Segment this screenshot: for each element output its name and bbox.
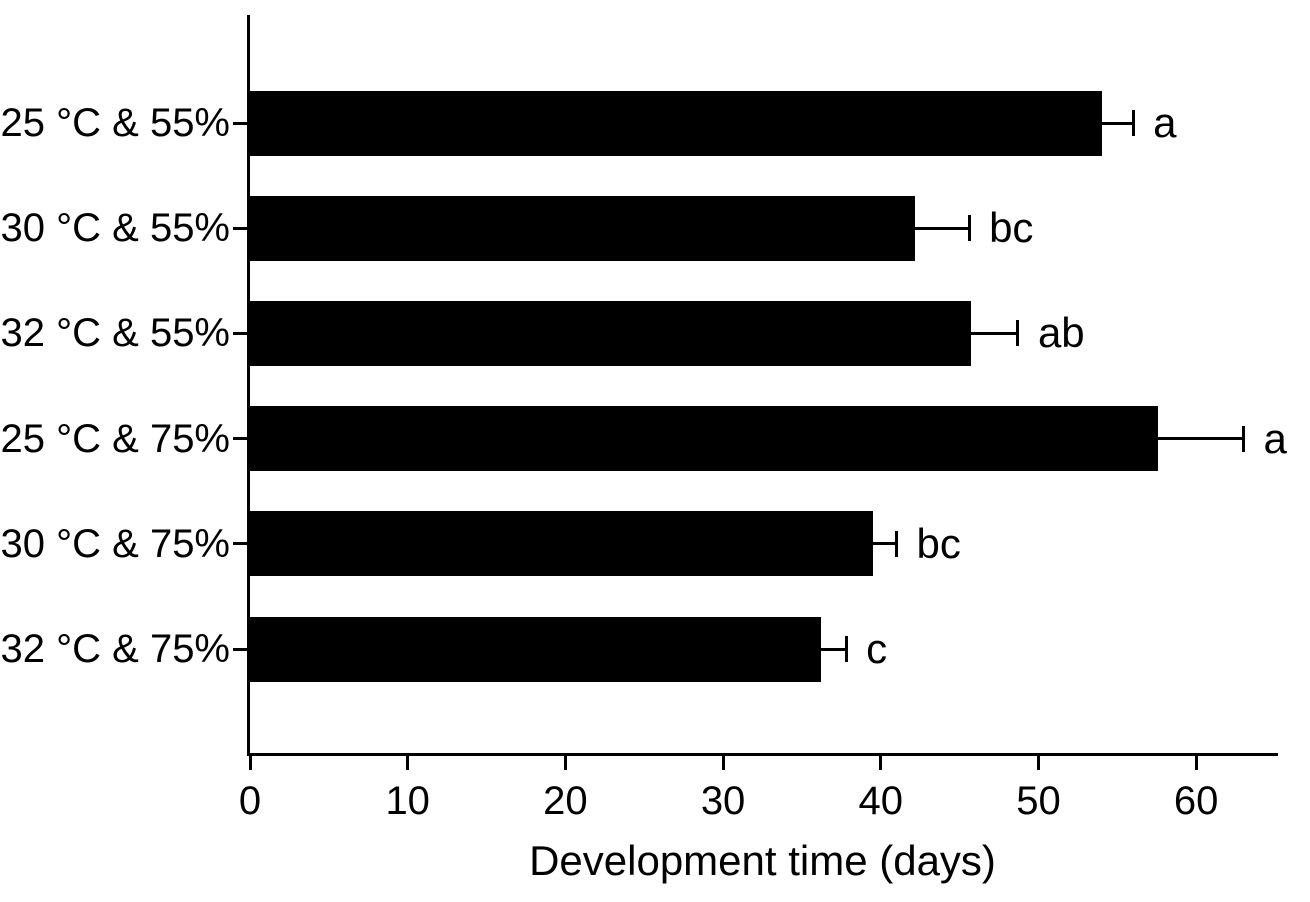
bar [250, 406, 1159, 472]
error-bar-line [1101, 121, 1134, 125]
error-bar-cap [967, 215, 971, 242]
x-tick-label: 40 [858, 779, 904, 823]
x-tick-label: 50 [1016, 779, 1061, 823]
x-tick-label: 30 [700, 779, 746, 823]
bar [250, 300, 971, 366]
bar [250, 511, 873, 577]
error-bar-cap [1241, 425, 1245, 452]
x-tick-label: 60 [1173, 779, 1219, 823]
y-axis-line [247, 15, 250, 756]
x-axis-tick [406, 756, 410, 770]
x-tick-label: 20 [543, 779, 588, 823]
x-tick-label: 0 [238, 779, 262, 823]
y-axis-tick [233, 121, 247, 125]
x-axis-line [247, 753, 1278, 756]
y-axis-tick [233, 647, 247, 651]
significance-letter: ab [1037, 309, 1085, 357]
y-axis-tick [233, 542, 247, 546]
x-axis-tick [721, 756, 725, 770]
significance-letter: bc [989, 204, 1034, 252]
y-axis-tick [233, 331, 247, 335]
x-axis-tick [563, 756, 567, 770]
y-axis-tick [233, 437, 247, 441]
error-bar-line [970, 331, 1018, 335]
y-tick-label: 25 °C & 75% [0, 416, 230, 461]
y-tick-label: 32 °C & 75% [0, 627, 230, 671]
significance-letter: bc [916, 519, 961, 567]
x-axis-title: Development time (days) [529, 837, 996, 884]
error-bar-cap [1016, 320, 1020, 347]
error-bar-line [1158, 437, 1244, 441]
error-bar-line [915, 226, 970, 230]
error-bar-cap [895, 530, 899, 557]
y-tick-label: 32 °C & 55% [0, 311, 230, 356]
y-axis-tick [233, 226, 247, 230]
error-bar-cap [844, 636, 848, 662]
y-tick-label: 25 °C & 55% [0, 101, 230, 145]
error-bar-line [872, 542, 897, 546]
x-axis-tick [248, 756, 252, 770]
y-tick-label: 30 °C & 75% [0, 521, 230, 566]
significance-letter: a [1153, 99, 1177, 146]
x-axis-tick [1036, 756, 1040, 770]
y-tick-label: 30 °C & 55% [0, 206, 230, 251]
error-bar-line [820, 647, 847, 651]
error-bar-cap [1131, 110, 1135, 136]
significance-letter: a [1263, 414, 1287, 462]
significance-letter: c [866, 625, 888, 672]
x-tick-label: 10 [385, 779, 430, 823]
bar [250, 616, 821, 682]
bar [250, 90, 1102, 156]
x-axis-tick [1194, 756, 1198, 770]
x-axis-tick [879, 756, 883, 770]
bar [250, 195, 916, 261]
